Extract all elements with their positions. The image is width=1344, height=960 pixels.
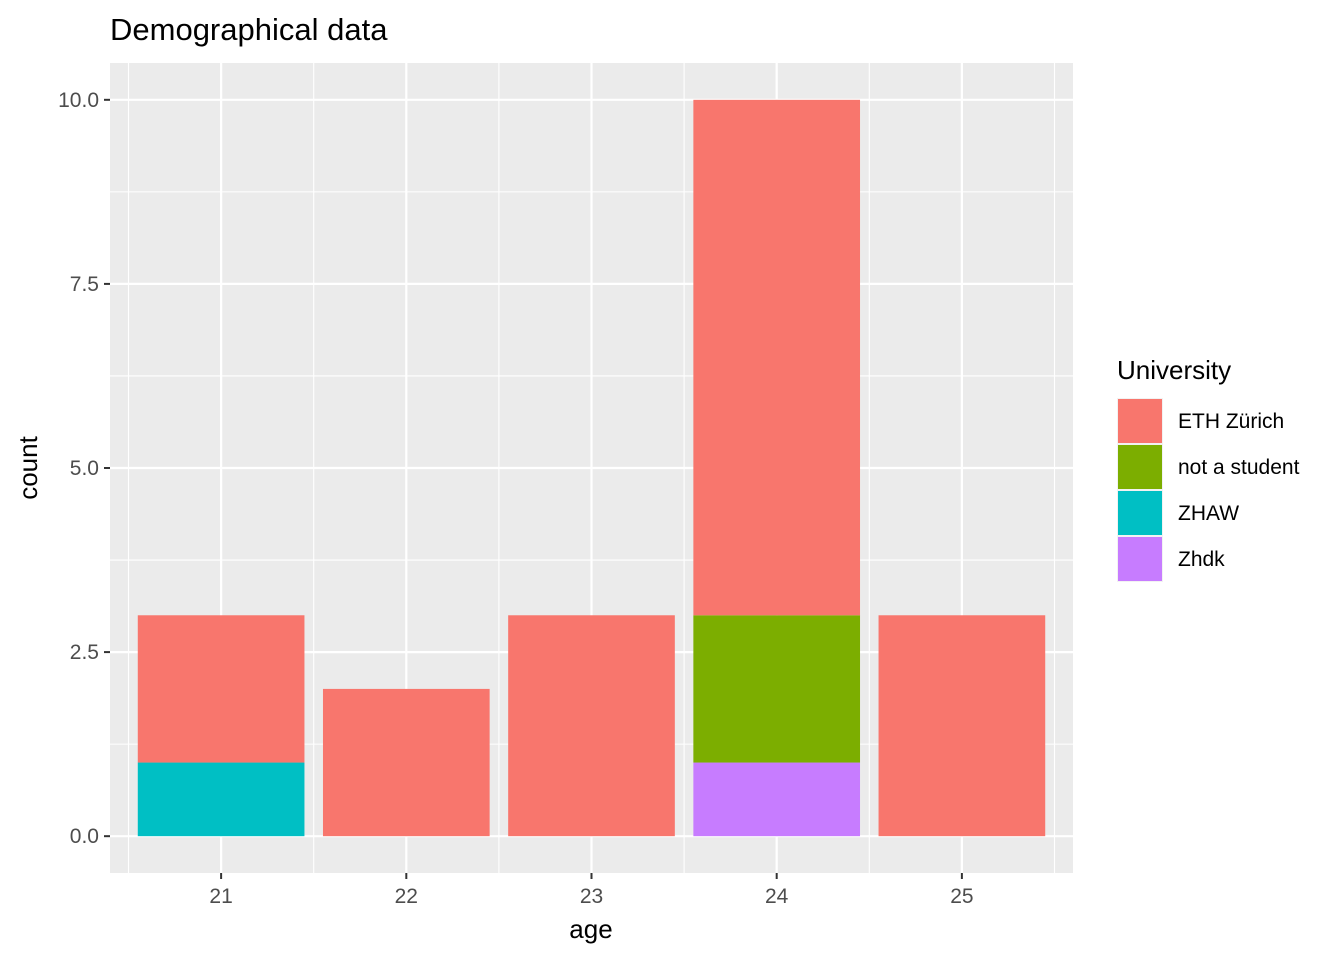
bar-segment (137, 615, 305, 763)
legend-label: ZHAW (1178, 502, 1239, 525)
bar-segment (878, 615, 1046, 837)
x-tick-label: 23 (580, 885, 603, 908)
bars (137, 99, 1046, 837)
legend-label: ETH Zürich (1178, 410, 1284, 433)
y-tick-label: 7.5 (70, 273, 99, 296)
x-tick-label: 21 (209, 885, 232, 908)
legend-swatch (1118, 399, 1162, 443)
bar-segment (693, 99, 861, 616)
y-tick-label: 10.0 (58, 89, 99, 112)
bar-segment (693, 762, 861, 837)
y-axis-title: count (13, 435, 43, 499)
legend-title: University (1117, 355, 1231, 385)
bar-segment (322, 688, 490, 837)
bar-segment (693, 615, 861, 763)
x-axis-title: age (569, 914, 612, 944)
x-tick-label: 22 (395, 885, 418, 908)
x-tick-label: 25 (950, 885, 973, 908)
y-tick-label: 0.0 (70, 825, 99, 848)
legend: University ETH Zürich not a student ZHAW Zh… (1117, 355, 1300, 582)
legend-label: not a student (1178, 456, 1300, 479)
legend-swatch (1118, 537, 1162, 581)
legend-swatch (1118, 445, 1162, 489)
y-tick-label: 2.5 (70, 641, 99, 664)
chart-title: Demographical data (110, 12, 388, 47)
bar-segment (137, 762, 305, 837)
y-axis: 0.0 2.5 5.0 7.5 10.0 (58, 89, 110, 848)
y-tick-label: 5.0 (70, 457, 99, 480)
legend-label: Zhdk (1178, 548, 1225, 571)
x-tick-label: 24 (765, 885, 789, 908)
bar-segment (508, 615, 675, 837)
x-axis: 21 22 23 24 25 (209, 873, 974, 908)
legend-swatch (1118, 491, 1162, 535)
